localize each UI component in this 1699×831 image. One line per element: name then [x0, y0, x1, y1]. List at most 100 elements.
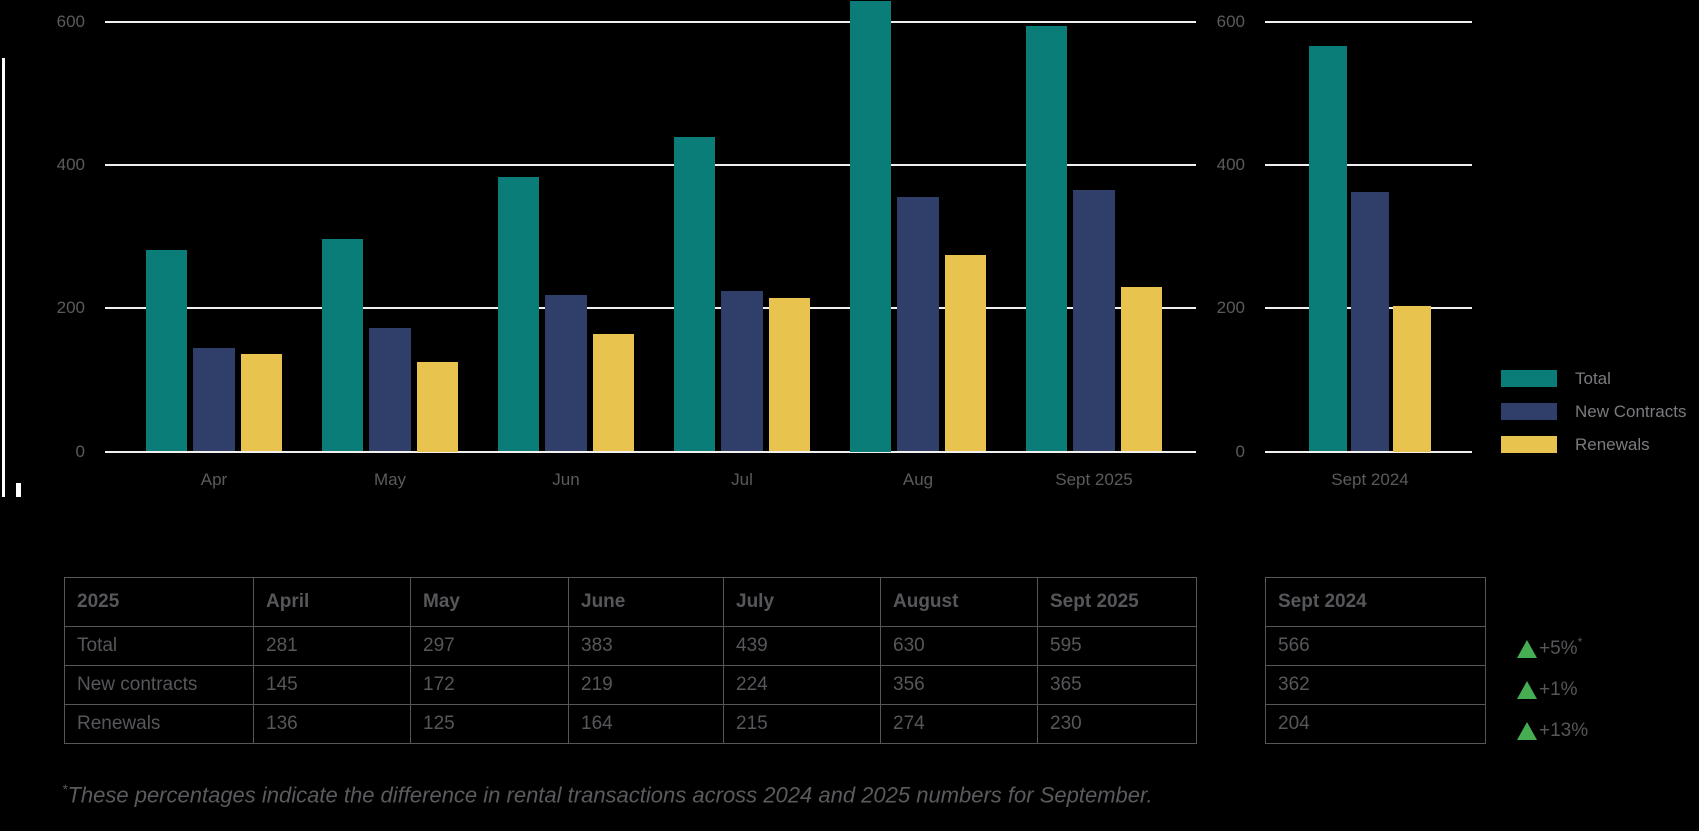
legend-item-renewals: Renewals — [1501, 434, 1686, 454]
bar-new-contracts — [1351, 192, 1389, 452]
legend-item-total: Total — [1501, 368, 1686, 388]
table-cell: 219 — [568, 665, 724, 705]
row-label-cell: Total — [64, 626, 254, 666]
bar-renewals — [240, 354, 283, 452]
y-axis-tick-label: 200 — [1216, 298, 1245, 318]
x-axis-category-label: Sept 2024 — [1331, 470, 1409, 489]
legend-item-new-contracts: New Contracts — [1501, 401, 1687, 421]
table-cell: 297 — [410, 626, 569, 666]
table-row: 204 — [1265, 704, 1486, 744]
table-row: 566 — [1265, 626, 1486, 666]
bar-new-contracts — [897, 196, 939, 452]
sept-2024-table: Sept 2024 566 362 204 — [1265, 577, 1486, 744]
footnote-asterisk: * — [62, 781, 68, 797]
bar-renewals — [416, 362, 459, 452]
clipped-axis-artifact — [16, 483, 21, 497]
table-header-cell: Sept 2025 — [1037, 577, 1197, 627]
table-cell: 365 — [1037, 665, 1197, 705]
delta-value: +5% — [1539, 637, 1578, 659]
x-axis-category-label: Jun — [552, 470, 580, 489]
table-header-cell: June — [568, 577, 724, 627]
footnote: *These percentages indicate the differen… — [62, 781, 1153, 808]
legend-label: New Contracts — [1575, 401, 1687, 421]
table-cell: 136 — [253, 704, 411, 744]
table-cell: 566 — [1265, 626, 1486, 666]
table-header-cell: July — [723, 577, 881, 627]
bar-new-contracts — [545, 294, 587, 452]
delta-new-contracts: +1% — [1517, 669, 1578, 710]
bar-renewals — [768, 297, 811, 452]
delta-value: +1% — [1539, 678, 1578, 700]
table-header-row: 2025 April May June July August Sept 2025 — [64, 577, 1197, 627]
new-contracts-swatch — [1501, 403, 1557, 420]
table-cell: 439 — [723, 626, 881, 666]
table-header-cell: 2025 — [64, 577, 254, 627]
legend-label: Renewals — [1575, 434, 1650, 454]
delta-value: +13% — [1539, 719, 1589, 741]
table-cell: 595 — [1037, 626, 1197, 666]
delta-renewals: +13% — [1517, 710, 1588, 751]
footnote-text: These percentages indicate the differenc… — [67, 782, 1153, 808]
monthly-data-table: 2025 April May June July August Sept 2025 Total… — [64, 577, 1197, 744]
asterisk-marker: * — [1577, 634, 1583, 649]
bar-total — [1025, 25, 1068, 452]
bar-renewals — [1120, 286, 1163, 452]
gridline — [1265, 21, 1472, 23]
table-cell: 356 — [880, 665, 1038, 705]
bar-renewals — [1393, 305, 1431, 452]
table-header-row: Sept 2024 — [1265, 577, 1486, 627]
table-cell: 362 — [1265, 665, 1486, 705]
table-cell: 204 — [1265, 704, 1486, 744]
table-cell: 125 — [410, 704, 569, 744]
renewals-swatch — [1501, 436, 1557, 453]
gridline — [105, 21, 1196, 23]
table-row: Total 281 297 383 439 630 595 — [64, 626, 1197, 666]
bar-total — [497, 177, 540, 452]
table-cell: 383 — [568, 626, 724, 666]
table-row: Renewals 136 125 164 215 274 230 — [64, 704, 1197, 744]
gridline — [105, 307, 1196, 310]
table-cell: 230 — [1037, 704, 1197, 744]
x-axis-category-label: May — [373, 470, 407, 489]
table-cell: 215 — [723, 704, 881, 744]
legend-label: Total — [1575, 368, 1611, 388]
x-axis-category-label: Sept 2025 — [1055, 470, 1133, 489]
y-axis-tick-label: 0 — [1235, 441, 1245, 461]
table-header-cell: Sept 2024 — [1265, 577, 1486, 627]
table-row: New contracts 145 172 219 224 356 365 — [64, 665, 1197, 705]
bar-total — [673, 137, 716, 452]
bar-new-contracts — [721, 291, 763, 452]
gridline — [105, 164, 1196, 167]
table-cell: 224 — [723, 665, 881, 705]
table-cell: 172 — [410, 665, 569, 705]
x-axis-category-label: Jul — [731, 470, 753, 489]
chart-legend: Total New Contracts Renewals — [1501, 368, 1687, 469]
delta-total: +5% * — [1517, 628, 1582, 669]
up-arrow-icon — [1517, 721, 1537, 740]
bar-renewals — [592, 334, 635, 452]
y-axis-tick-label: 400 — [1216, 155, 1245, 175]
x-axis-category-label: Apr — [200, 470, 228, 489]
bar-total — [1309, 46, 1347, 452]
y-axis-tick-label: 600 — [1216, 12, 1245, 31]
gridline — [1265, 164, 1472, 167]
table-row: 362 — [1265, 665, 1486, 705]
table-cell: 164 — [568, 704, 724, 744]
row-label-cell: New contracts — [64, 665, 254, 705]
total-swatch — [1501, 370, 1557, 387]
x-axis-category-label: Aug — [902, 470, 934, 489]
clipped-axis-artifact — [2, 58, 5, 497]
bar-renewals — [944, 255, 987, 452]
y-axis-tick-label: 200 — [56, 298, 85, 318]
table-cell: 274 — [880, 704, 1038, 744]
table-cell: 630 — [880, 626, 1038, 666]
bar-total — [145, 250, 188, 452]
y-axis-tick-label: 400 — [56, 155, 85, 175]
table-cell: 281 — [253, 626, 411, 666]
bar-new-contracts — [193, 347, 235, 452]
up-arrow-icon — [1517, 639, 1537, 658]
table-header-cell: May — [410, 577, 569, 627]
gridline — [1265, 450, 1472, 453]
table-cell: 145 — [253, 665, 411, 705]
